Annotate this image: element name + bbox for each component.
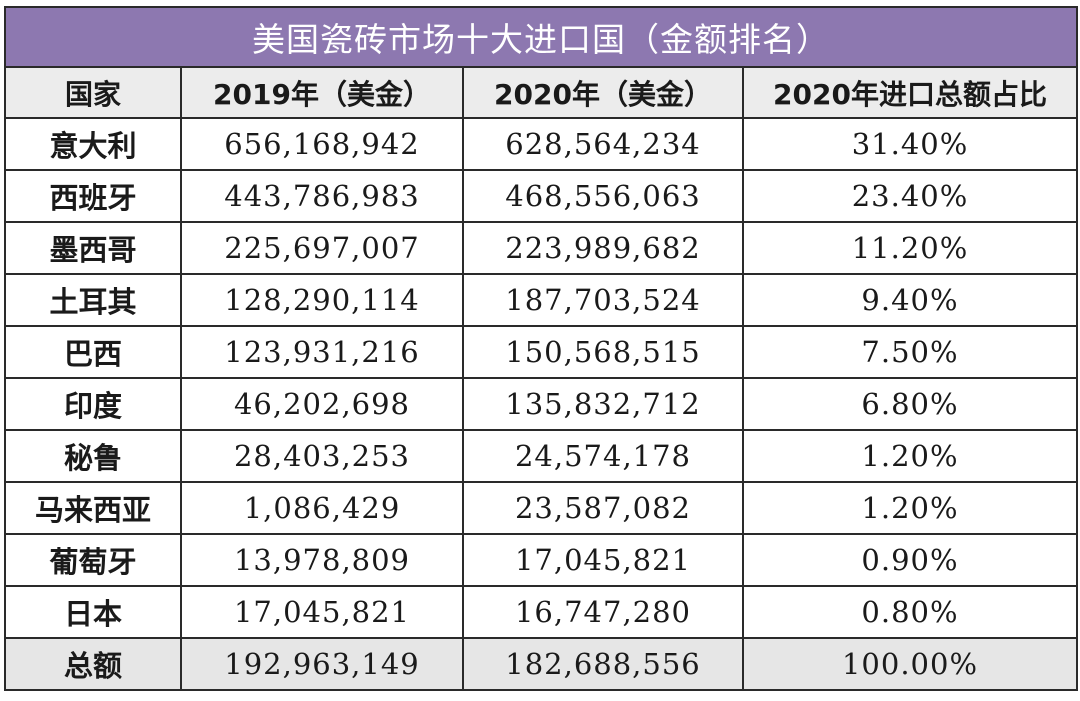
value-2020-cell: 187,703,524 bbox=[462, 273, 744, 327]
country-cell: 墨西哥 bbox=[4, 221, 182, 275]
value-2020-cell: 23,587,082 bbox=[462, 481, 744, 535]
table-row: 意大利 656,168,942 628,564,234 31.40% bbox=[4, 117, 1078, 171]
country-cell: 西班牙 bbox=[4, 169, 182, 223]
value-2019-cell: 13,978,809 bbox=[180, 533, 464, 587]
share-cell: 0.90% bbox=[742, 533, 1078, 587]
header-row: 国家 2019年（美金） 2020年（美金） 2020年进口总额占比 bbox=[4, 66, 1078, 119]
country-cell: 葡萄牙 bbox=[4, 533, 182, 587]
table-row: 秘鲁 28,403,253 24,574,178 1.20% bbox=[4, 429, 1078, 483]
country-cell: 巴西 bbox=[4, 325, 182, 379]
share-cell: 11.20% bbox=[742, 221, 1078, 275]
share-cell: 1.20% bbox=[742, 429, 1078, 483]
table-row: 马来西亚 1,086,429 23,587,082 1.20% bbox=[4, 481, 1078, 535]
value-2019-cell: 443,786,983 bbox=[180, 169, 464, 223]
table-row: 巴西 123,931,216 150,568,515 7.50% bbox=[4, 325, 1078, 379]
value-2019-cell: 656,168,942 bbox=[180, 117, 464, 171]
table-row: 墨西哥 225,697,007 223,989,682 11.20% bbox=[4, 221, 1078, 275]
total-row: 总额 192,963,149 182,688,556 100.00% bbox=[4, 637, 1078, 691]
table-row: 印度 46,202,698 135,832,712 6.80% bbox=[4, 377, 1078, 431]
share-cell: 23.40% bbox=[742, 169, 1078, 223]
value-2019-cell: 225,697,007 bbox=[180, 221, 464, 275]
share-cell: 100.00% bbox=[742, 637, 1078, 691]
share-cell: 7.50% bbox=[742, 325, 1078, 379]
value-2019-cell: 1,086,429 bbox=[180, 481, 464, 535]
country-cell: 印度 bbox=[4, 377, 182, 431]
share-cell: 31.40% bbox=[742, 117, 1078, 171]
table-row: 葡萄牙 13,978,809 17,045,821 0.90% bbox=[4, 533, 1078, 587]
value-2019-cell: 128,290,114 bbox=[180, 273, 464, 327]
header-share: 2020年进口总额占比 bbox=[742, 66, 1078, 119]
country-cell: 总额 bbox=[4, 637, 182, 691]
value-2020-cell: 468,556,063 bbox=[462, 169, 744, 223]
value-2019-cell: 46,202,698 bbox=[180, 377, 464, 431]
value-2020-cell: 628,564,234 bbox=[462, 117, 744, 171]
value-2019-cell: 17,045,821 bbox=[180, 585, 464, 639]
header-country: 国家 bbox=[4, 66, 182, 119]
country-cell: 土耳其 bbox=[4, 273, 182, 327]
table-row: 西班牙 443,786,983 468,556,063 23.40% bbox=[4, 169, 1078, 223]
share-cell: 6.80% bbox=[742, 377, 1078, 431]
header-2019: 2019年（美金） bbox=[180, 66, 464, 119]
share-cell: 9.40% bbox=[742, 273, 1078, 327]
value-2020-cell: 17,045,821 bbox=[462, 533, 744, 587]
value-2020-cell: 135,832,712 bbox=[462, 377, 744, 431]
share-cell: 0.80% bbox=[742, 585, 1078, 639]
country-cell: 日本 bbox=[4, 585, 182, 639]
value-2019-cell: 192,963,149 bbox=[180, 637, 464, 691]
country-cell: 秘鲁 bbox=[4, 429, 182, 483]
country-cell: 意大利 bbox=[4, 117, 182, 171]
import-ranking-table: 美国瓷砖市场十大进口国（金额排名） 国家 2019年（美金） 2020年（美金）… bbox=[4, 6, 1078, 691]
value-2020-cell: 223,989,682 bbox=[462, 221, 744, 275]
table-row: 土耳其 128,290,114 187,703,524 9.40% bbox=[4, 273, 1078, 327]
header-2020: 2020年（美金） bbox=[462, 66, 744, 119]
table-container: 美国瓷砖市场十大进口国（金额排名） 国家 2019年（美金） 2020年（美金）… bbox=[4, 6, 1078, 691]
title-row: 美国瓷砖市场十大进口国（金额排名） bbox=[4, 6, 1078, 68]
table-title: 美国瓷砖市场十大进口国（金额排名） bbox=[4, 6, 1078, 68]
value-2020-cell: 150,568,515 bbox=[462, 325, 744, 379]
value-2020-cell: 16,747,280 bbox=[462, 585, 744, 639]
value-2020-cell: 182,688,556 bbox=[462, 637, 744, 691]
value-2019-cell: 28,403,253 bbox=[180, 429, 464, 483]
country-cell: 马来西亚 bbox=[4, 481, 182, 535]
share-cell: 1.20% bbox=[742, 481, 1078, 535]
value-2019-cell: 123,931,216 bbox=[180, 325, 464, 379]
value-2020-cell: 24,574,178 bbox=[462, 429, 744, 483]
table-row: 日本 17,045,821 16,747,280 0.80% bbox=[4, 585, 1078, 639]
